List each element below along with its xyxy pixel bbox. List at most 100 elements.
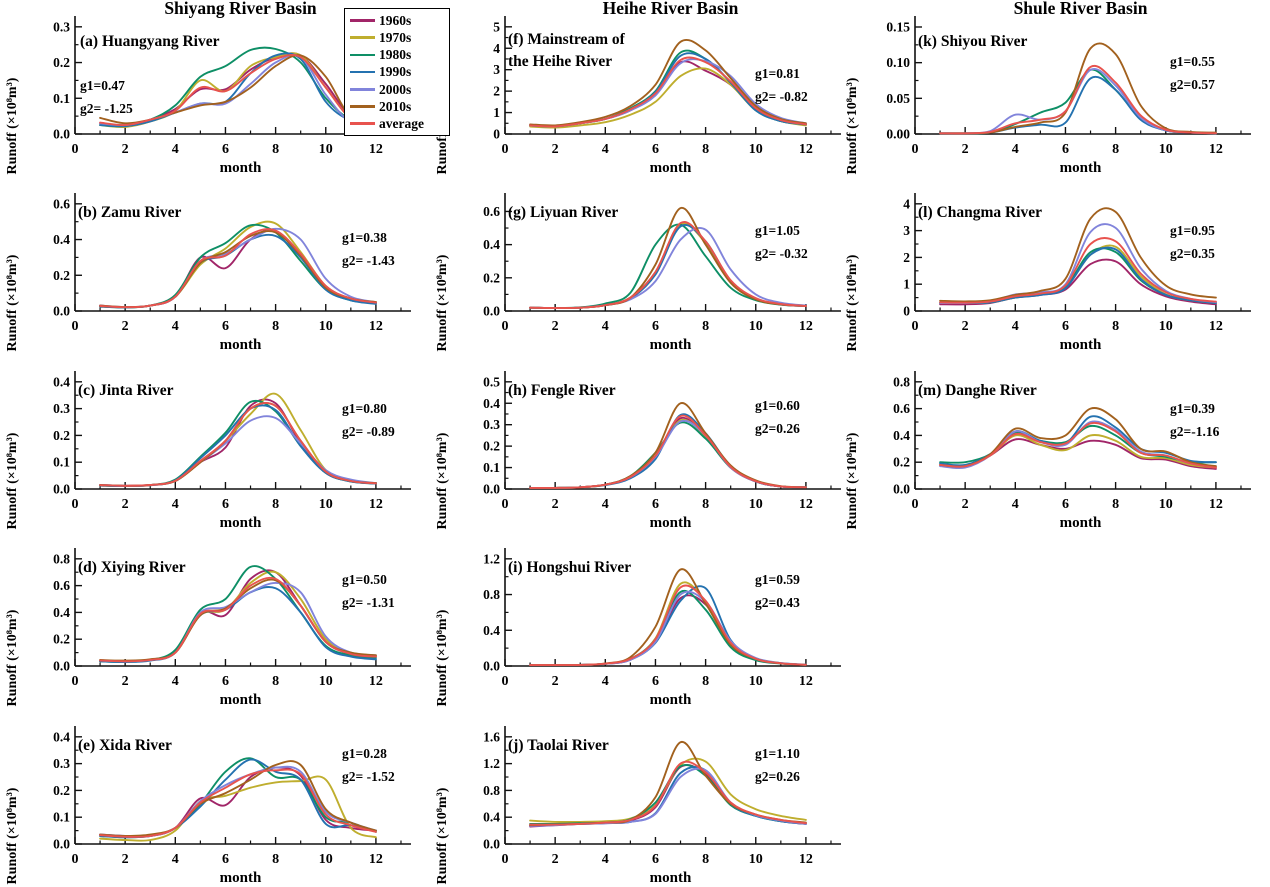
g1-annotation-h: g1=0.60 <box>755 398 800 413</box>
panel-label-h: (h) Fengle River <box>508 382 616 399</box>
y-axis-label: Runoff (×10⁸m³) <box>5 77 20 174</box>
x-tick-label: 4 <box>602 319 609 334</box>
x-tick-label: 12 <box>369 319 383 334</box>
y-tick-label: 0.8 <box>483 587 500 602</box>
series-2000s-line <box>99 581 377 663</box>
panel-label-c: (c) Jinta River <box>78 382 174 399</box>
x-tick-label: 6 <box>222 497 229 512</box>
x-axis-label: month <box>1060 337 1102 353</box>
panel-label-i: (i) Hongshui River <box>508 559 631 576</box>
g2-annotation-j: g2=0.26 <box>755 769 800 784</box>
x-tick-label: 2 <box>552 319 559 334</box>
x-tick-label: 2 <box>122 142 129 157</box>
y-tick-label: 2 <box>903 250 910 265</box>
y-tick-label: 0.2 <box>53 632 70 647</box>
legend-entry-1980s: 1980s <box>347 46 447 63</box>
series-average-line <box>529 760 807 826</box>
y-tick-label: 0.00 <box>886 127 910 142</box>
y-tick-label: 0.0 <box>53 304 70 319</box>
y-tick-label: 0.10 <box>886 55 910 70</box>
panel-i: 0 2 4 6 8 10 12 0.0 0.4 0.8 1.2 month Runoff (×10⁸m³… <box>435 548 841 708</box>
y-tick-label: 0.4 <box>483 237 500 252</box>
legend-entry-1970s: 1970s <box>347 29 447 46</box>
x-tick-label: 8 <box>272 319 279 334</box>
x-tick-label: 6 <box>222 852 229 867</box>
legend-line-swatch <box>350 53 375 57</box>
g2-annotation-g: g2= -0.32 <box>755 246 808 261</box>
x-axis-label: month <box>220 870 262 886</box>
x-tick-label: 12 <box>799 142 813 157</box>
y-tick-label: 0.4 <box>53 729 70 744</box>
x-tick-label: 0 <box>72 674 79 689</box>
x-axis-label: month <box>650 870 692 886</box>
series-1970s-line <box>939 434 1217 469</box>
legend-line-swatch <box>350 105 375 108</box>
x-tick-label: 0 <box>72 319 79 334</box>
x-tick-label: 10 <box>749 319 763 334</box>
legend-entry-2010s: 2010s <box>347 98 447 115</box>
x-tick-label: 0 <box>912 497 919 512</box>
series-1970s-line <box>99 775 377 842</box>
series-1990s-line <box>99 52 377 128</box>
y-tick-label: 0.2 <box>53 268 70 283</box>
x-axis-label: month <box>650 160 692 176</box>
legend-line-swatch <box>350 88 375 91</box>
y-tick-label: 1.2 <box>483 756 500 771</box>
panel-f: Heihe River Basin024681012012345monthRun… <box>435 0 841 176</box>
panel-label-e: (e) Xida River <box>78 737 172 754</box>
x-tick-label: 12 <box>799 319 813 334</box>
x-tick-label: 6 <box>1062 142 1069 157</box>
panel-label-b: (b) Zamu River <box>78 204 181 221</box>
series-2000s-line <box>529 227 807 309</box>
y-tick-label: 0.0 <box>483 482 500 497</box>
x-tick-label: 8 <box>272 142 279 157</box>
x-tick-label: 8 <box>1112 319 1119 334</box>
y-tick-label: 0.2 <box>53 55 70 70</box>
x-tick-label: 12 <box>1209 319 1223 334</box>
x-tick-label: 12 <box>369 497 383 512</box>
series-average-line <box>939 237 1217 304</box>
x-tick-label: 4 <box>1012 319 1019 334</box>
g2-annotation-e: g2= -1.52 <box>342 769 395 784</box>
y-tick-label: 0.6 <box>483 204 500 219</box>
y-tick-label: 1.2 <box>483 551 500 566</box>
x-tick-label: 10 <box>319 497 333 512</box>
legend-label: average <box>379 115 424 131</box>
y-tick-label: 1.6 <box>483 729 500 744</box>
series-average-line <box>99 53 377 127</box>
g1-annotation-l: g1=0.95 <box>1170 223 1215 238</box>
series-2010s-line <box>529 38 807 127</box>
legend-line-swatch <box>350 36 375 40</box>
x-axis-label: month <box>220 692 262 708</box>
x-tick-label: 2 <box>962 497 969 512</box>
x-tick-label: 0 <box>502 497 509 512</box>
x-tick-label: 10 <box>319 852 333 867</box>
x-axis-label: month <box>1060 515 1102 531</box>
y-tick-label: 0.0 <box>53 837 70 852</box>
x-tick-label: 2 <box>122 319 129 334</box>
x-tick-label: 4 <box>172 497 179 512</box>
g1-annotation-j: g1=1.10 <box>755 746 800 761</box>
series-average-line <box>99 768 377 838</box>
legend-label: 2010s <box>379 98 412 114</box>
y-tick-label: 0.0 <box>53 482 70 497</box>
y-tick-label: 0.2 <box>53 428 70 443</box>
x-axis-label: month <box>220 160 262 176</box>
y-axis-label: Runoff (×10⁸m³) <box>845 254 860 351</box>
g1-annotation-f: g1=0.81 <box>755 66 800 81</box>
x-tick-label: 10 <box>749 497 763 512</box>
legend-entry-1990s: 1990s <box>347 64 447 81</box>
x-tick-label: 4 <box>1012 497 1019 512</box>
x-tick-label: 4 <box>602 852 609 867</box>
g2-annotation-h: g2=0.26 <box>755 421 800 436</box>
series-average-line <box>939 64 1217 135</box>
x-axis-label: month <box>220 337 262 353</box>
y-tick-label: 0.1 <box>53 455 70 470</box>
x-tick-label: 4 <box>602 142 609 157</box>
x-tick-label: 10 <box>1159 319 1173 334</box>
x-tick-label: 0 <box>912 319 919 334</box>
legend-entry-average: average <box>347 115 447 132</box>
x-tick-label: 8 <box>272 497 279 512</box>
y-tick-label: 0.3 <box>483 417 500 432</box>
